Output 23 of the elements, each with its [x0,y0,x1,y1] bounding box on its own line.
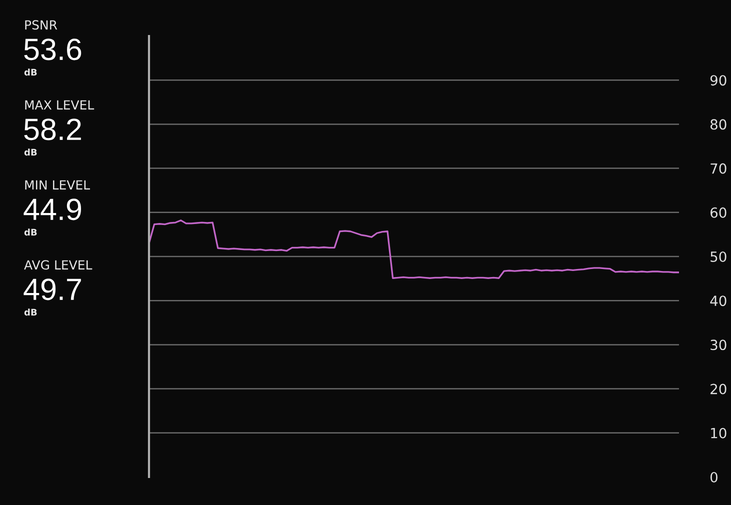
y-tick-label: 30 [710,340,726,350]
text: 49.7 [24,278,81,300]
y-tick-label: 50 [710,251,726,262]
text: 58.2 [24,118,81,140]
y-tick-label: 40 [710,296,726,306]
text: 53.6 [24,38,82,60]
text: dB [24,308,37,316]
text: MAX LEVEL [25,100,94,110]
y-tick-label: 10 [711,428,726,438]
text: dB [24,68,37,76]
text: 44.9 [24,198,82,220]
y-tick-label: 20 [710,384,726,394]
text: AVG LEVEL [24,260,92,270]
y-tick-label: 0 [710,472,718,482]
text: dB [24,228,37,236]
text: MIN LEVEL [25,180,90,190]
text: PSNR [25,20,58,30]
y-tick-label: 60 [710,207,726,218]
y-tick-label: 90 [710,75,726,86]
y-tick-label: 80 [710,119,726,130]
line-series [149,220,679,279]
y-tick-label: 70 [710,163,726,174]
text: dB [24,148,37,156]
